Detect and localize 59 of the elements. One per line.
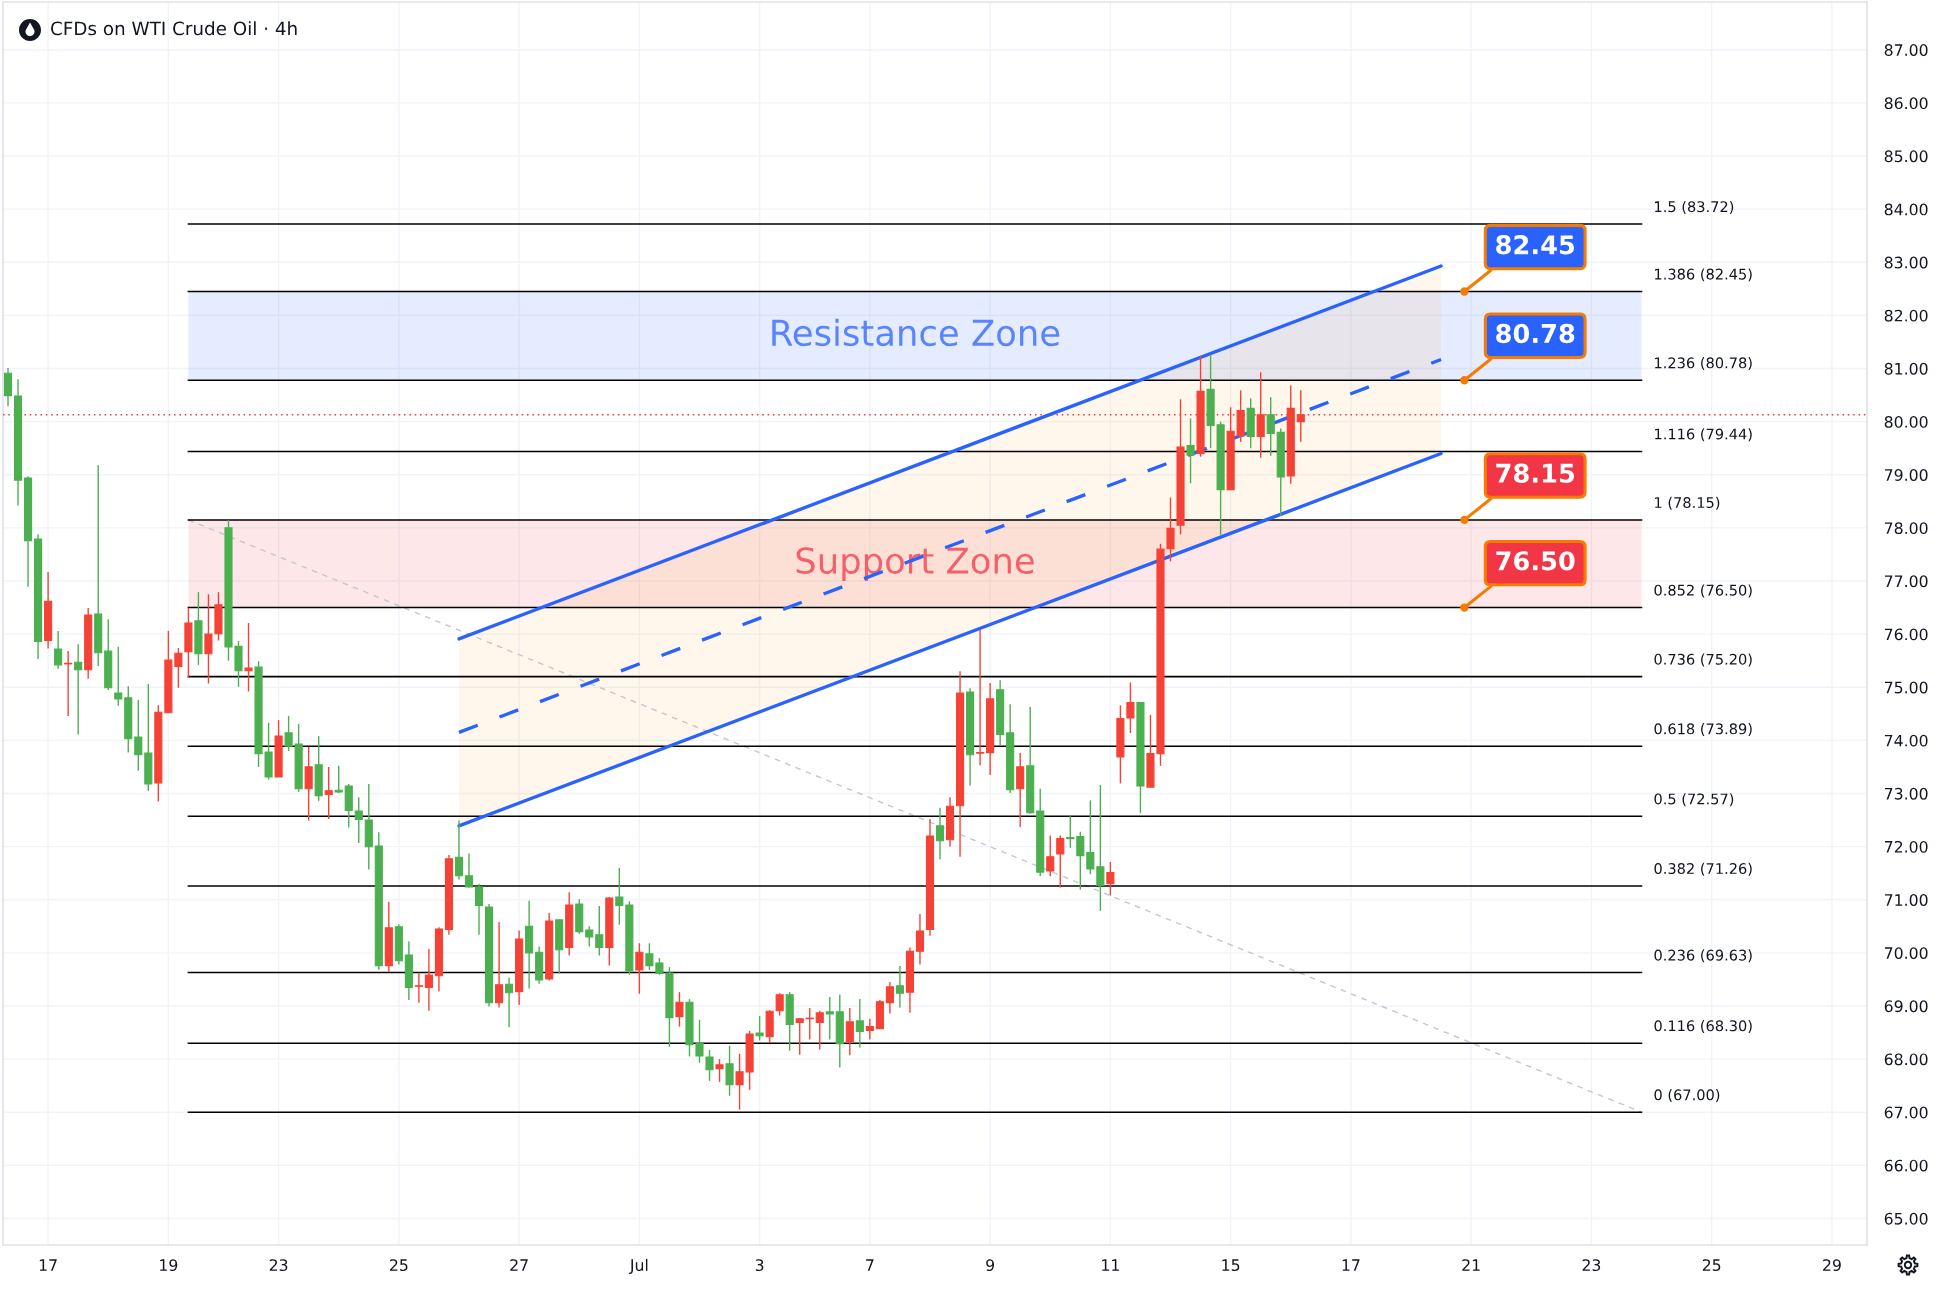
y-tick-label: 68.00	[1884, 1053, 1928, 1066]
ref-line-label: 1 (78.15)	[1655, 496, 1720, 510]
y-tick-label: 84.00	[1884, 203, 1928, 216]
annotation: 76.50	[1496, 551, 1575, 571]
x-tick-label: 3	[755, 1259, 764, 1272]
x-tick-label: 7	[866, 1259, 874, 1271]
ref-line-label: 0.116 (68.30)	[1654, 1020, 1752, 1034]
x-tick-label: 17	[39, 1259, 57, 1271]
y-tick-label: 72.00	[1884, 840, 1928, 853]
y-tick-label: 87.00	[1884, 44, 1928, 56]
y-tick-label: 83.00	[1884, 256, 1928, 269]
x-tick-label: 11	[1102, 1259, 1119, 1271]
annotation: 80.78	[1496, 323, 1575, 344]
y-tick-label: 73.00	[1884, 787, 1928, 800]
y-tick-label: 76.00	[1884, 628, 1928, 641]
x-tick-label: 25	[390, 1259, 408, 1272]
x-tick-label: 19	[160, 1259, 178, 1272]
y-tick-label: 74.00	[1884, 734, 1928, 747]
ref-line-label: 0.736 (75.20)	[1654, 653, 1752, 667]
text: CFDs on WTI Crude Oil · 4h	[51, 21, 297, 36]
y-tick-label: 70.00	[1884, 947, 1928, 960]
ref-line-label: 0.618 (73.89)	[1654, 723, 1752, 737]
ref-line-label: 0.236 (69.63)	[1654, 949, 1752, 963]
ref-line-label: 0 (67.00)	[1654, 1089, 1720, 1103]
annotation: 78.15	[1496, 463, 1575, 483]
x-tick-label: 23	[1582, 1259, 1601, 1272]
y-tick-label: 77.00	[1884, 575, 1928, 588]
y-tick-label: 85.00	[1884, 150, 1928, 163]
ref-line-label: 1.116 (79.44)	[1655, 428, 1752, 442]
y-tick-label: 66.00	[1884, 1159, 1928, 1172]
x-tick-label: 23	[269, 1259, 288, 1272]
x-tick-label: 21	[1462, 1259, 1480, 1271]
y-tick-label: 65.00	[1884, 1212, 1928, 1225]
ref-line-label: 1.236 (80.78)	[1655, 357, 1752, 371]
y-tick-label: 79.00	[1884, 469, 1928, 481]
ref-line-label: 1.5 (83.72)	[1655, 200, 1734, 214]
y-tick-label: 82.00	[1884, 309, 1928, 322]
x-tick-label: 15	[1222, 1259, 1240, 1272]
x-tick-label: 25	[1702, 1259, 1721, 1272]
x-tick-label: 29	[1823, 1259, 1841, 1272]
annotation: 82.45	[1496, 235, 1575, 255]
y-tick-label: 75.00	[1884, 681, 1928, 694]
y-tick-label: 71.00	[1884, 894, 1928, 906]
y-tick-label: 78.00	[1884, 522, 1928, 535]
ref-line-label: 0.852 (76.50)	[1654, 584, 1752, 598]
ref-line-label: 0.382 (71.26)	[1654, 862, 1752, 876]
y-tick-label: 80.00	[1884, 415, 1928, 428]
x-tick-label: 27	[510, 1259, 528, 1271]
band-label: Support Zone	[796, 547, 1034, 581]
ref-line-label: 1.386 (82.45)	[1655, 268, 1752, 282]
x-tick-label: Jul	[629, 1258, 648, 1274]
x-tick-label: 17	[1342, 1259, 1360, 1271]
y-tick-label: 67.00	[1884, 1106, 1928, 1119]
y-tick-label: 86.00	[1884, 97, 1928, 110]
y-tick-label: 81.00	[1884, 362, 1928, 375]
y-tick-label: 69.00	[1884, 1000, 1928, 1013]
x-tick-label: 9	[986, 1259, 995, 1272]
band-label: Resistance Zone	[772, 318, 1060, 347]
ref-line-label: 0.5 (72.57)	[1654, 793, 1734, 807]
